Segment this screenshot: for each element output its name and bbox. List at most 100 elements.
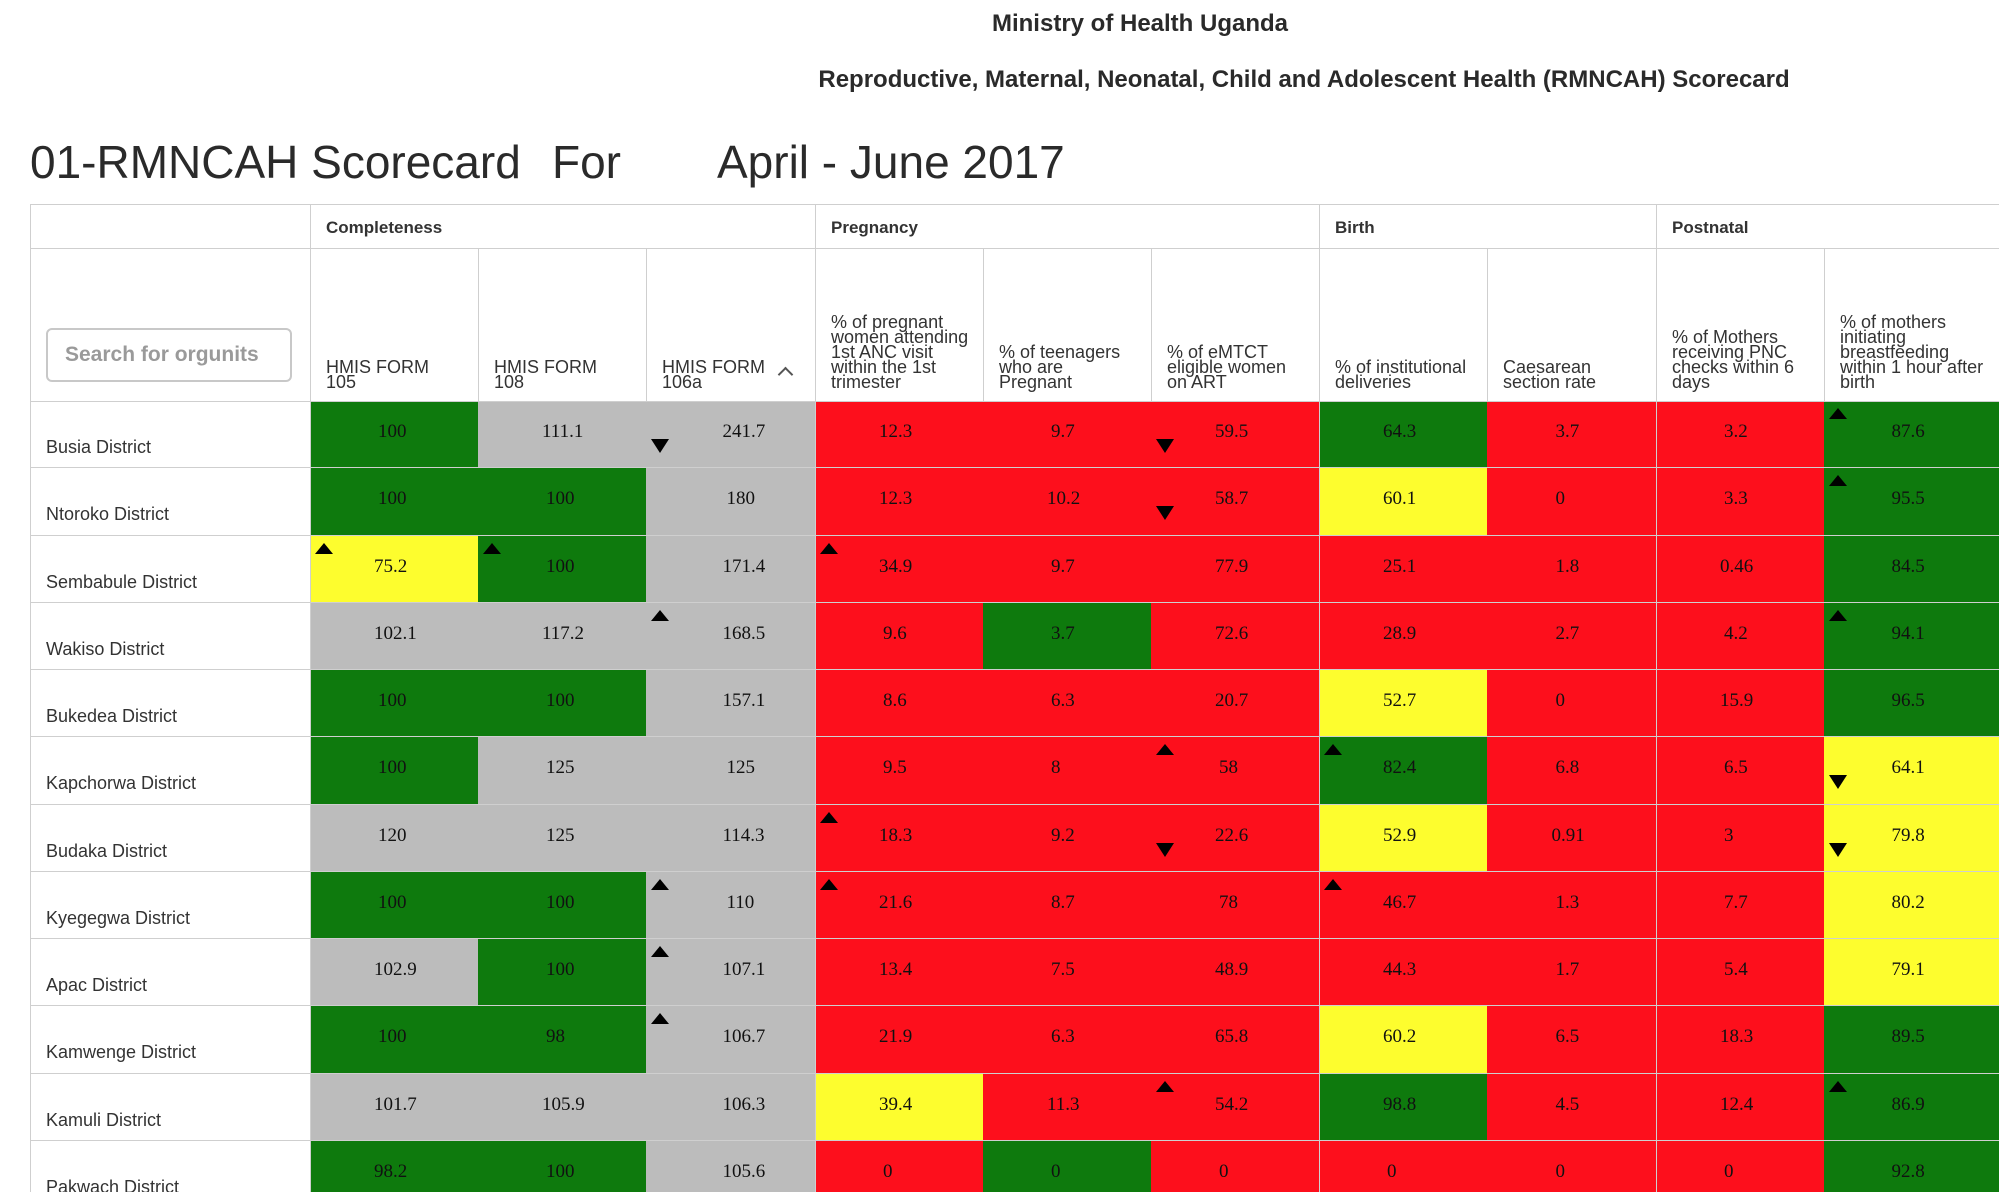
table-row[interactable]: Kamwenge District 100 98 106.7 21.9 6.3 65.8 60… xyxy=(30,1006,1999,1075)
score-cell[interactable]: 78 xyxy=(1151,871,1319,940)
score-cell[interactable]: 111.1 xyxy=(478,401,646,469)
district-name[interactable]: Kamwenge District xyxy=(46,1042,197,1063)
score-cell[interactable]: 39.4 xyxy=(815,1073,983,1142)
score-cell[interactable]: 46.7 xyxy=(1319,871,1487,940)
score-cell[interactable]: 34.9 xyxy=(815,535,983,604)
score-cell[interactable]: 100 xyxy=(478,670,646,738)
column-header[interactable]: HMIS FORM 105 xyxy=(326,256,464,391)
score-cell[interactable]: 9.7 xyxy=(983,401,1151,469)
score-cell[interactable]: 100 xyxy=(310,737,478,806)
score-cell[interactable]: 6.3 xyxy=(983,1006,1151,1075)
score-cell[interactable]: 82.4 xyxy=(1319,737,1487,806)
score-cell[interactable]: 25.1 xyxy=(1319,535,1487,604)
score-cell[interactable]: 105.9 xyxy=(478,1073,646,1142)
score-cell[interactable]: 0.91 xyxy=(1487,804,1656,873)
column-header[interactable]: HMIS FORM 108 xyxy=(494,256,632,391)
table-row[interactable]: Budaka District 120 125 114.3 18.3 9.2 22.6 52.… xyxy=(30,804,1999,873)
score-cell[interactable]: 106.3 xyxy=(646,1073,815,1142)
score-cell[interactable]: 0 xyxy=(983,1140,1151,1192)
score-cell[interactable]: 58.7 xyxy=(1151,468,1319,537)
score-cell[interactable]: 98.2 xyxy=(310,1140,478,1192)
score-cell[interactable]: 100 xyxy=(478,535,646,604)
score-cell[interactable]: 3.3 xyxy=(1656,468,1824,537)
table-row[interactable]: Wakiso District 102.1 117.2 168.5 9.6 3.7 72.6… xyxy=(30,602,1999,671)
score-cell[interactable]: 21.6 xyxy=(815,871,983,940)
table-row[interactable]: Bukedea District 100 100 157.1 8.6 6.3 20.7 52.… xyxy=(30,670,1999,738)
score-cell[interactable]: 21.9 xyxy=(815,1006,983,1075)
score-cell[interactable]: 1.3 xyxy=(1487,871,1656,940)
score-cell[interactable]: 80.2 xyxy=(1824,871,1999,940)
table-row[interactable]: Kyegegwa District 100 100 110 21.6 8.7 78 46.7 1… xyxy=(30,871,1999,940)
score-cell[interactable]: 9.5 xyxy=(815,737,983,806)
score-cell[interactable]: 101.7 xyxy=(310,1073,478,1142)
score-cell[interactable]: 5.4 xyxy=(1656,939,1824,1007)
score-cell[interactable]: 1.8 xyxy=(1487,535,1656,604)
score-cell[interactable]: 44.3 xyxy=(1319,939,1487,1007)
table-row[interactable]: Kamuli District 101.7 105.9 106.3 39.4 11.3 54… xyxy=(30,1073,1999,1142)
score-cell[interactable]: 0 xyxy=(1487,1140,1656,1192)
column-header[interactable]: HMIS FORM 106a xyxy=(662,256,801,391)
score-cell[interactable]: 3.2 xyxy=(1656,401,1824,469)
score-cell[interactable]: 120 xyxy=(310,804,478,873)
score-cell[interactable]: 8 xyxy=(983,737,1151,806)
score-cell[interactable]: 87.6 xyxy=(1824,401,1999,469)
score-cell[interactable]: 0 xyxy=(1487,670,1656,738)
score-cell[interactable]: 64.1 xyxy=(1824,737,1999,806)
score-cell[interactable]: 171.4 xyxy=(646,535,815,604)
score-cell[interactable]: 168.5 xyxy=(646,602,815,671)
district-name[interactable]: Pakwach District xyxy=(46,1176,180,1192)
score-cell[interactable]: 0 xyxy=(815,1140,983,1192)
score-cell[interactable]: 0 xyxy=(1151,1140,1319,1192)
table-row[interactable]: Ntoroko District 100 100 180 12.3 10.2 58.7 60.… xyxy=(30,468,1999,537)
score-cell[interactable]: 100 xyxy=(310,871,478,940)
score-cell[interactable]: 125 xyxy=(646,737,815,806)
table-row[interactable]: Sembabule District 75.2 100 171.4 34.9 9.7 77.… xyxy=(30,535,1999,604)
score-cell[interactable]: 22.6 xyxy=(1151,804,1319,873)
score-cell[interactable]: 92.8 xyxy=(1824,1140,1999,1192)
score-cell[interactable]: 114.3 xyxy=(646,804,815,873)
score-cell[interactable]: 4.5 xyxy=(1487,1073,1656,1142)
score-cell[interactable]: 100 xyxy=(310,401,478,469)
score-cell[interactable]: 6.8 xyxy=(1487,737,1656,806)
score-cell[interactable]: 79.1 xyxy=(1824,939,1999,1007)
score-cell[interactable]: 72.6 xyxy=(1151,602,1319,671)
district-name[interactable]: Kamuli District xyxy=(46,1109,162,1130)
column-header[interactable]: % of pregnant women attending 1st ANC vi… xyxy=(831,256,969,391)
score-cell[interactable]: 157.1 xyxy=(646,670,815,738)
district-name[interactable]: Ntoroko District xyxy=(46,504,170,525)
score-cell[interactable]: 0 xyxy=(1656,1140,1824,1192)
score-cell[interactable]: 52.7 xyxy=(1319,670,1487,738)
score-cell[interactable]: 8.6 xyxy=(815,670,983,738)
score-cell[interactable]: 100 xyxy=(310,670,478,738)
score-cell[interactable]: 13.4 xyxy=(815,939,983,1007)
score-cell[interactable]: 9.6 xyxy=(815,602,983,671)
score-cell[interactable]: 0 xyxy=(1319,1140,1487,1192)
district-name[interactable]: Sembabule District xyxy=(46,571,198,592)
score-cell[interactable]: 7.7 xyxy=(1656,871,1824,940)
score-cell[interactable]: 12.4 xyxy=(1656,1073,1824,1142)
score-cell[interactable]: 110 xyxy=(646,871,815,940)
score-cell[interactable]: 10.2 xyxy=(983,468,1151,537)
score-cell[interactable]: 8.7 xyxy=(983,871,1151,940)
score-cell[interactable]: 15.9 xyxy=(1656,670,1824,738)
score-cell[interactable]: 86.9 xyxy=(1824,1073,1999,1142)
score-cell[interactable]: 3 xyxy=(1656,804,1824,873)
score-cell[interactable]: 98 xyxy=(478,1006,646,1075)
column-header[interactable]: % of teenagers who are Pregnant xyxy=(999,256,1137,391)
district-name[interactable]: Apac District xyxy=(46,975,148,995)
score-cell[interactable]: 3.7 xyxy=(1487,401,1656,469)
score-cell[interactable]: 60.1 xyxy=(1319,468,1487,537)
table-row[interactable]: Kapchorwa District 100 125 125 9.5 8 58 82.4 6.8… xyxy=(30,737,1999,806)
column-header[interactable]: Caesarean section rate xyxy=(1503,256,1642,391)
score-cell[interactable]: 60.2 xyxy=(1319,1006,1487,1075)
score-cell[interactable]: 11.3 xyxy=(983,1073,1151,1142)
district-name[interactable]: Budaka District xyxy=(46,840,168,861)
score-cell[interactable]: 106.7 xyxy=(646,1006,815,1075)
score-cell[interactable]: 12.3 xyxy=(815,401,983,469)
score-cell[interactable]: 100 xyxy=(478,871,646,940)
score-cell[interactable]: 105.6 xyxy=(646,1140,815,1192)
score-cell[interactable]: 107.1 xyxy=(646,939,815,1007)
score-cell[interactable]: 241.7 xyxy=(646,401,815,469)
score-cell[interactable]: 100 xyxy=(310,1006,478,1075)
score-cell[interactable]: 94.1 xyxy=(1824,602,1999,671)
